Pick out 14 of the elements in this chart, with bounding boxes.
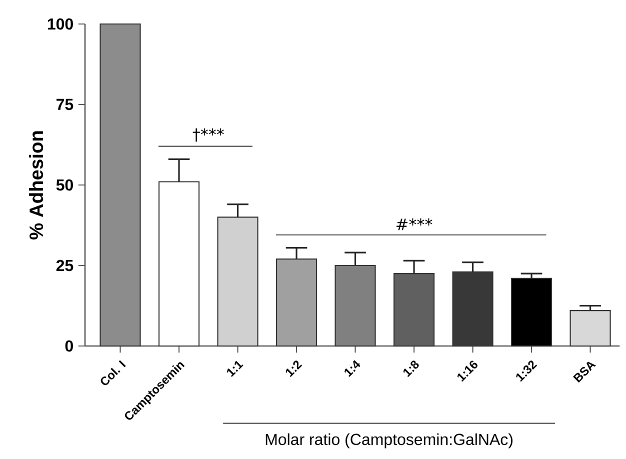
x-axis-title: Molar ratio (Camptosemin:GalNAc): [266, 433, 512, 448]
y-tick-label: 75: [56, 98, 74, 110]
annotation: #***: [396, 218, 432, 230]
y-axis-title: % Adhesion: [29, 131, 44, 240]
y-tick-label: 25: [56, 260, 74, 272]
x-tick-label: 1:4: [344, 360, 360, 377]
x-tick-label: 1:8: [403, 360, 419, 377]
x-tick-label: 1:2: [286, 360, 302, 377]
y-tick-label: 100: [48, 18, 73, 30]
x-tick-label: Col. I: [100, 360, 126, 386]
y-tick-label: 50: [56, 179, 73, 191]
annotation: †***: [192, 128, 224, 142]
x-tick-label: 1:1: [227, 360, 244, 377]
y-tick-label: 0: [65, 340, 73, 352]
